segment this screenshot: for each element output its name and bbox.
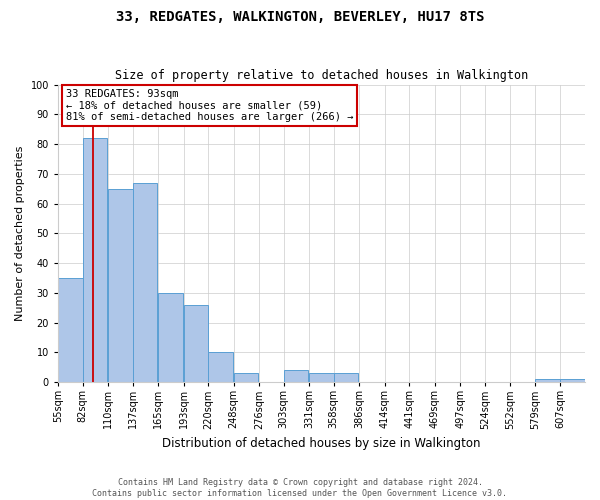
Bar (58, 278, 83, 382)
X-axis label: Distribution of detached houses by size in Walkington: Distribution of detached houses by size … (162, 437, 481, 450)
Text: Contains HM Land Registry data © Crown copyright and database right 2024.
Contai: Contains HM Land Registry data © Crown c… (92, 478, 508, 498)
Title: Size of property relative to detached houses in Walkington: Size of property relative to detached ho… (115, 69, 528, 82)
Bar (535, 379, 560, 382)
Bar (184, 305, 208, 382)
Bar (108, 188, 133, 382)
Text: 33 REDGATES: 93sqm
← 18% of detached houses are smaller (59)
81% of semi-detache: 33 REDGATES: 93sqm ← 18% of detached hou… (66, 89, 353, 122)
Bar (233, 374, 258, 382)
Bar (284, 370, 308, 382)
Bar (334, 374, 358, 382)
Bar (560, 379, 585, 382)
Bar (208, 352, 233, 382)
Bar (133, 183, 157, 382)
Bar (158, 293, 182, 382)
Bar (309, 374, 334, 382)
Y-axis label: Number of detached properties: Number of detached properties (15, 146, 25, 321)
Bar (83, 138, 107, 382)
Text: 33, REDGATES, WALKINGTON, BEVERLEY, HU17 8TS: 33, REDGATES, WALKINGTON, BEVERLEY, HU17… (116, 10, 484, 24)
